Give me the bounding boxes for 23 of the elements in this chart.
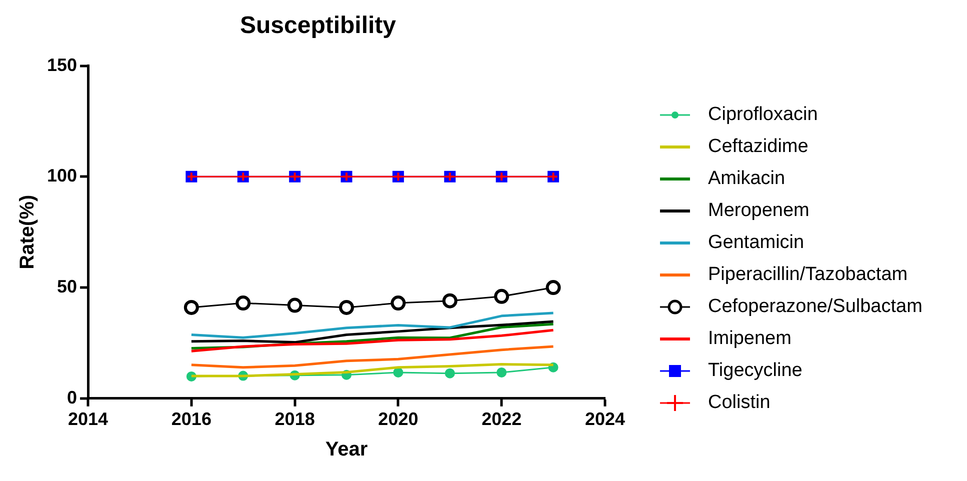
legend-label: Meropenem	[708, 200, 810, 222]
x-tick-label: 2024	[584, 409, 625, 430]
legend-label: Amikacin	[708, 168, 786, 190]
legend-label: Colistin	[708, 392, 770, 414]
legend-label: Tigecycline	[708, 360, 802, 382]
chart-title: Susceptibility	[240, 12, 397, 40]
x-tick-label: 2014	[68, 409, 108, 430]
legend-label: Ceftazidime	[708, 136, 808, 158]
x-tick-label: 2018	[274, 409, 315, 430]
y-tick-label: 0	[67, 387, 78, 408]
legend-label: Piperacillin/Tazobactam	[708, 264, 908, 286]
legend-label: Imipenem	[708, 328, 792, 350]
y-tick-label: 100	[46, 166, 78, 186]
y-tick-label: 50	[57, 276, 78, 296]
x-tick-label: 2022	[482, 409, 522, 430]
legend-label: Gentamicin	[708, 232, 804, 254]
x-tick-label: 2020	[378, 409, 418, 430]
y-axis-title: Rate(%)	[16, 194, 39, 270]
x-tick-label: 2016	[171, 409, 212, 430]
x-axis-title: Year	[325, 438, 368, 461]
legend-label: Cefoperazone/Sulbactam	[708, 296, 922, 318]
legend-label: Ciprofloxacin	[708, 104, 818, 126]
y-tick-label: 150	[46, 54, 78, 75]
